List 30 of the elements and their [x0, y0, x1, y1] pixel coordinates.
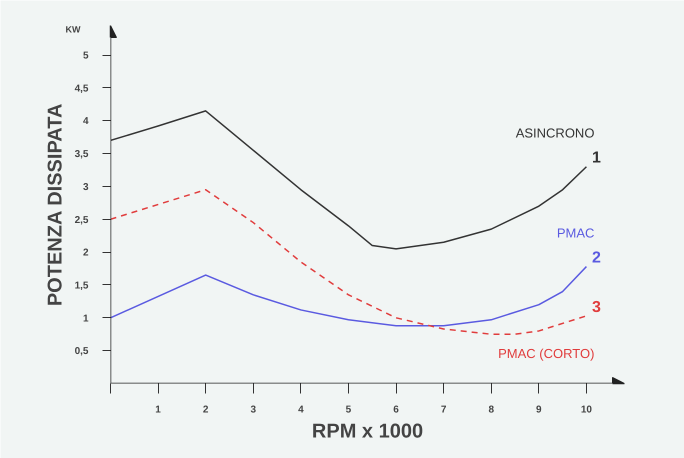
y-tick-label: 1	[82, 313, 89, 324]
annotation: 2	[592, 250, 601, 267]
y-tick-label: 5	[82, 50, 89, 62]
series-label: PMAC (CORTO)	[498, 346, 594, 361]
x-tick-label: 8	[488, 404, 494, 416]
annotation: 1	[592, 150, 601, 167]
x-tick-label: 10	[580, 404, 592, 416]
text: KW	[66, 24, 81, 34]
y-tick-label: 2	[82, 248, 89, 259]
annotation: 3	[592, 298, 601, 316]
text: ASINCRONO	[516, 126, 594, 141]
y-tick-label: 3	[82, 182, 89, 193]
text: PMAC	[556, 226, 594, 241]
line-series	[110, 266, 588, 326]
y-tick-label: 3,5	[74, 149, 89, 160]
x-tick-label: 9	[536, 404, 542, 416]
y-tick-label: 0,5	[74, 346, 89, 358]
x-tick-label: 7	[440, 404, 447, 416]
x-tick-label: 5	[346, 404, 352, 416]
y-tick-label: 4,5	[74, 83, 89, 94]
x-tick-label: 4	[298, 404, 304, 416]
y-tick-label: 4	[82, 116, 89, 128]
y-tick-label: 2,5	[74, 214, 89, 226]
x-tick-label: 2	[202, 404, 209, 416]
x-tick-label: 1	[155, 404, 162, 416]
x-tick-label: 3	[250, 404, 256, 416]
x-tick-label: 6	[393, 404, 400, 416]
y-tick-label: 1,5	[74, 280, 89, 292]
y-axis-title: POTENZA DISSIPATA	[44, 104, 67, 306]
x-axis-title: RPM x 1000	[312, 420, 424, 442]
